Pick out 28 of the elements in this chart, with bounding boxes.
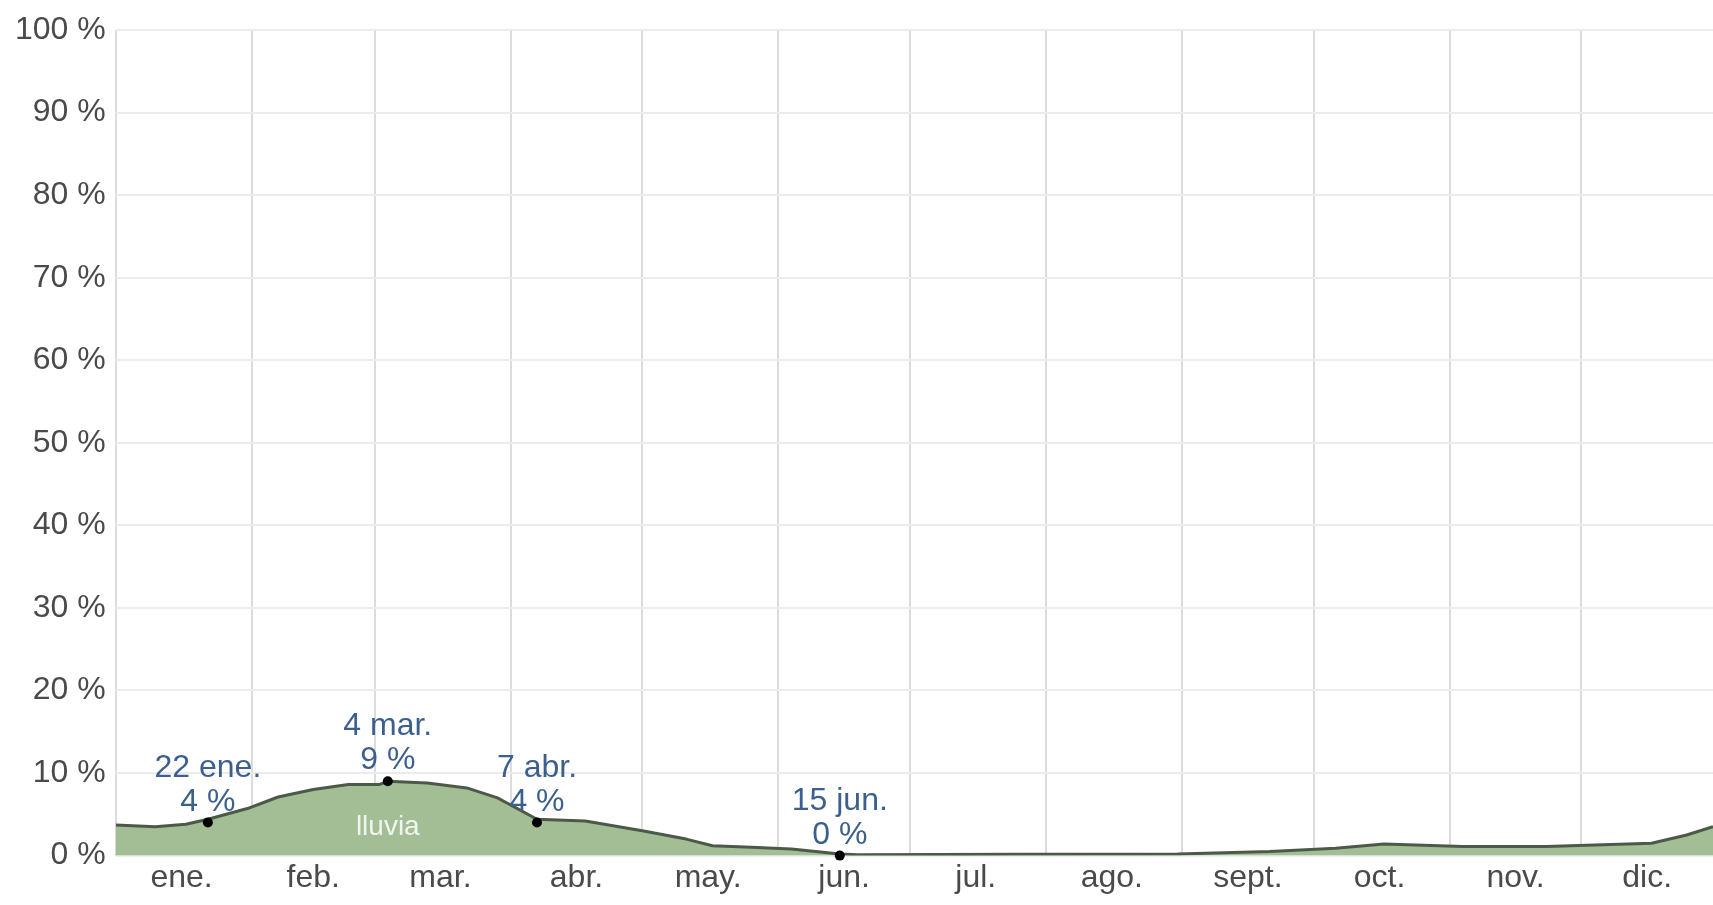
annotation: 7 abr. 4 %	[496, 747, 578, 818]
x-tick-label: ago.	[1080, 857, 1143, 894]
x-tick-label: abr.	[549, 857, 604, 894]
y-tick-label: 90 %	[32, 92, 106, 129]
x-tick-label: may.	[674, 857, 742, 894]
annotation: 22 ene. 4 %	[154, 747, 262, 818]
y-tick-label: 0 %	[50, 835, 106, 872]
x-tick-label: dic.	[1622, 857, 1673, 894]
annotation: 4 mar. 9 %	[343, 706, 433, 777]
y-tick-label: 50 %	[32, 422, 106, 459]
y-tick-label: 100 %	[15, 9, 106, 46]
y-tick-label: 20 %	[32, 670, 106, 707]
y-tick-label: 60 %	[32, 340, 106, 377]
series-label: lluvia	[355, 809, 421, 841]
x-tick-label: nov.	[1486, 857, 1545, 894]
y-tick-label: 70 %	[32, 257, 106, 294]
y-tick-label: 40 %	[32, 505, 106, 542]
x-tick-label: ene.	[150, 857, 213, 894]
x-tick-label: mar.	[409, 857, 472, 894]
y-tick-label: 30 %	[32, 587, 106, 624]
x-tick-label: feb.	[286, 857, 340, 894]
y-tick-label: 10 %	[32, 752, 106, 789]
x-tick-label: jun.	[817, 857, 870, 894]
annotation: 15 jun. 0 %	[791, 780, 888, 851]
y-tick-label: 80 %	[32, 174, 106, 211]
x-tick-label: oct.	[1353, 857, 1406, 894]
x-tick-label: sept.	[1213, 857, 1283, 894]
x-tick-label: jul.	[954, 857, 997, 894]
